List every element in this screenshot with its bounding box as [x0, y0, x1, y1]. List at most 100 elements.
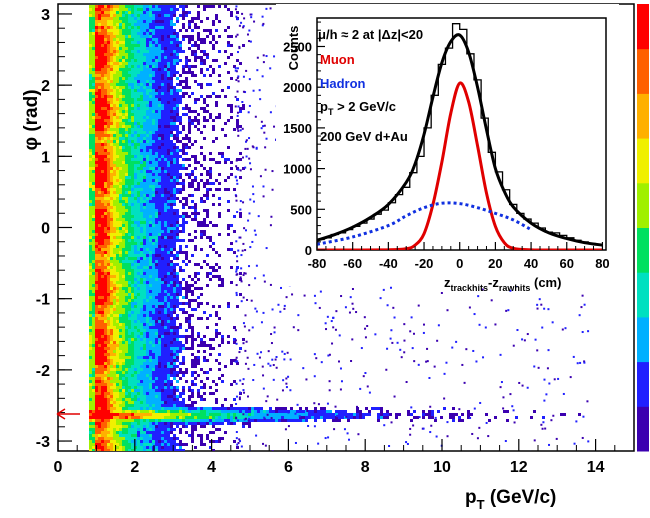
heatmap-cell [176, 32, 179, 35]
heatmap-cell [131, 293, 134, 296]
heatmap-cell [128, 443, 131, 446]
heatmap-cell [104, 404, 107, 407]
heatmap-cell [170, 302, 173, 305]
heatmap-cell [125, 44, 128, 47]
heatmap-cell [140, 131, 143, 134]
heatmap-cell [200, 416, 203, 419]
heatmap-cell [125, 179, 128, 182]
heatmap-cell [119, 215, 122, 218]
heatmap-cell [110, 356, 113, 359]
heatmap-cell [158, 41, 161, 44]
heatmap-cell [158, 374, 161, 377]
heatmap-cell [122, 92, 125, 95]
heatmap-cell [101, 227, 104, 230]
heatmap-cell [188, 422, 191, 425]
heatmap-cell [107, 401, 110, 404]
heatmap-cell [194, 359, 197, 362]
heatmap-cell [128, 137, 131, 140]
heatmap-cell [143, 257, 146, 260]
heatmap-cell [146, 404, 149, 407]
heatmap-cell [146, 302, 149, 305]
heatmap-cell [98, 224, 101, 227]
heatmap-cell [200, 443, 203, 446]
heatmap-cell [164, 170, 167, 173]
heatmap-cell [167, 200, 170, 203]
heatmap-cell [122, 143, 125, 146]
heatmap-cell [179, 407, 182, 410]
heatmap-cell [194, 413, 197, 416]
heatmap-cell [104, 56, 107, 59]
heatmap-cell [170, 263, 173, 266]
heatmap-cell [92, 278, 95, 281]
heatmap-cell [137, 194, 140, 197]
heatmap-cell [167, 416, 170, 419]
heatmap-cell [155, 95, 158, 98]
heatmap-cell [122, 197, 125, 200]
heatmap-cell [134, 92, 137, 95]
heatmap-cell [131, 29, 134, 32]
heatmap-cell [104, 158, 107, 161]
heatmap-cell [197, 302, 200, 305]
heatmap-cell [89, 47, 92, 50]
heatmap-cell [119, 32, 122, 35]
heatmap-cell [116, 251, 119, 254]
heatmap-cell [128, 143, 131, 146]
heatmap-cell [122, 302, 125, 305]
heatmap-cell [179, 101, 182, 104]
heatmap-cell [140, 431, 143, 434]
heatmap-cell [161, 359, 164, 362]
heatmap-cell [134, 398, 137, 401]
heatmap-cell [152, 296, 155, 299]
heatmap-cell [140, 428, 143, 431]
heatmap-cell [146, 8, 149, 11]
heatmap-cell [98, 149, 101, 152]
heatmap-cell [128, 35, 131, 38]
heatmap-cell [149, 401, 152, 404]
heatmap-cell [137, 32, 140, 35]
heatmap-cell [107, 89, 110, 92]
heatmap-cell [116, 158, 119, 161]
heatmap-cell [122, 47, 125, 50]
heatmap-cell [125, 368, 128, 371]
heatmap-cell [179, 83, 182, 86]
heatmap-cell [203, 218, 206, 221]
heatmap-cell [101, 434, 104, 437]
heatmap-cell [137, 356, 140, 359]
heatmap-cell [110, 155, 113, 158]
heatmap-cell [158, 425, 161, 428]
heatmap-cell [98, 407, 101, 410]
heatmap-cell [128, 299, 131, 302]
heatmap-cell [128, 269, 131, 272]
heatmap-cell [113, 95, 116, 98]
heatmap-cell [164, 251, 167, 254]
heatmap-cell [122, 50, 125, 53]
heatmap-cell [173, 239, 176, 242]
heatmap-cell [173, 86, 176, 89]
heatmap-cell [170, 299, 173, 302]
heatmap-cell [104, 350, 107, 353]
heatmap-cell [158, 35, 161, 38]
heatmap-cell [146, 206, 149, 209]
heatmap-cell [158, 359, 161, 362]
heatmap-cell [197, 122, 200, 125]
heatmap-cell [161, 374, 164, 377]
heatmap-cell [104, 50, 107, 53]
heatmap-cell [164, 260, 167, 263]
heatmap-cell [167, 425, 170, 428]
heatmap-cell [203, 200, 206, 203]
heatmap-cell [98, 269, 101, 272]
heatmap-cell [155, 11, 158, 14]
heatmap-cell [167, 311, 170, 314]
heatmap-cell [122, 380, 125, 383]
heatmap-cell [155, 26, 158, 29]
heatmap-cell [167, 80, 170, 83]
heatmap-cell [149, 371, 152, 374]
heatmap-cell [173, 41, 176, 44]
heatmap-cell [104, 185, 107, 188]
heatmap-cell [119, 86, 122, 89]
heatmap-cell [170, 428, 173, 431]
heatmap-cell [164, 329, 167, 332]
heatmap-cell [89, 128, 92, 131]
heatmap-cell [155, 125, 158, 128]
heatmap-cell [155, 245, 158, 248]
